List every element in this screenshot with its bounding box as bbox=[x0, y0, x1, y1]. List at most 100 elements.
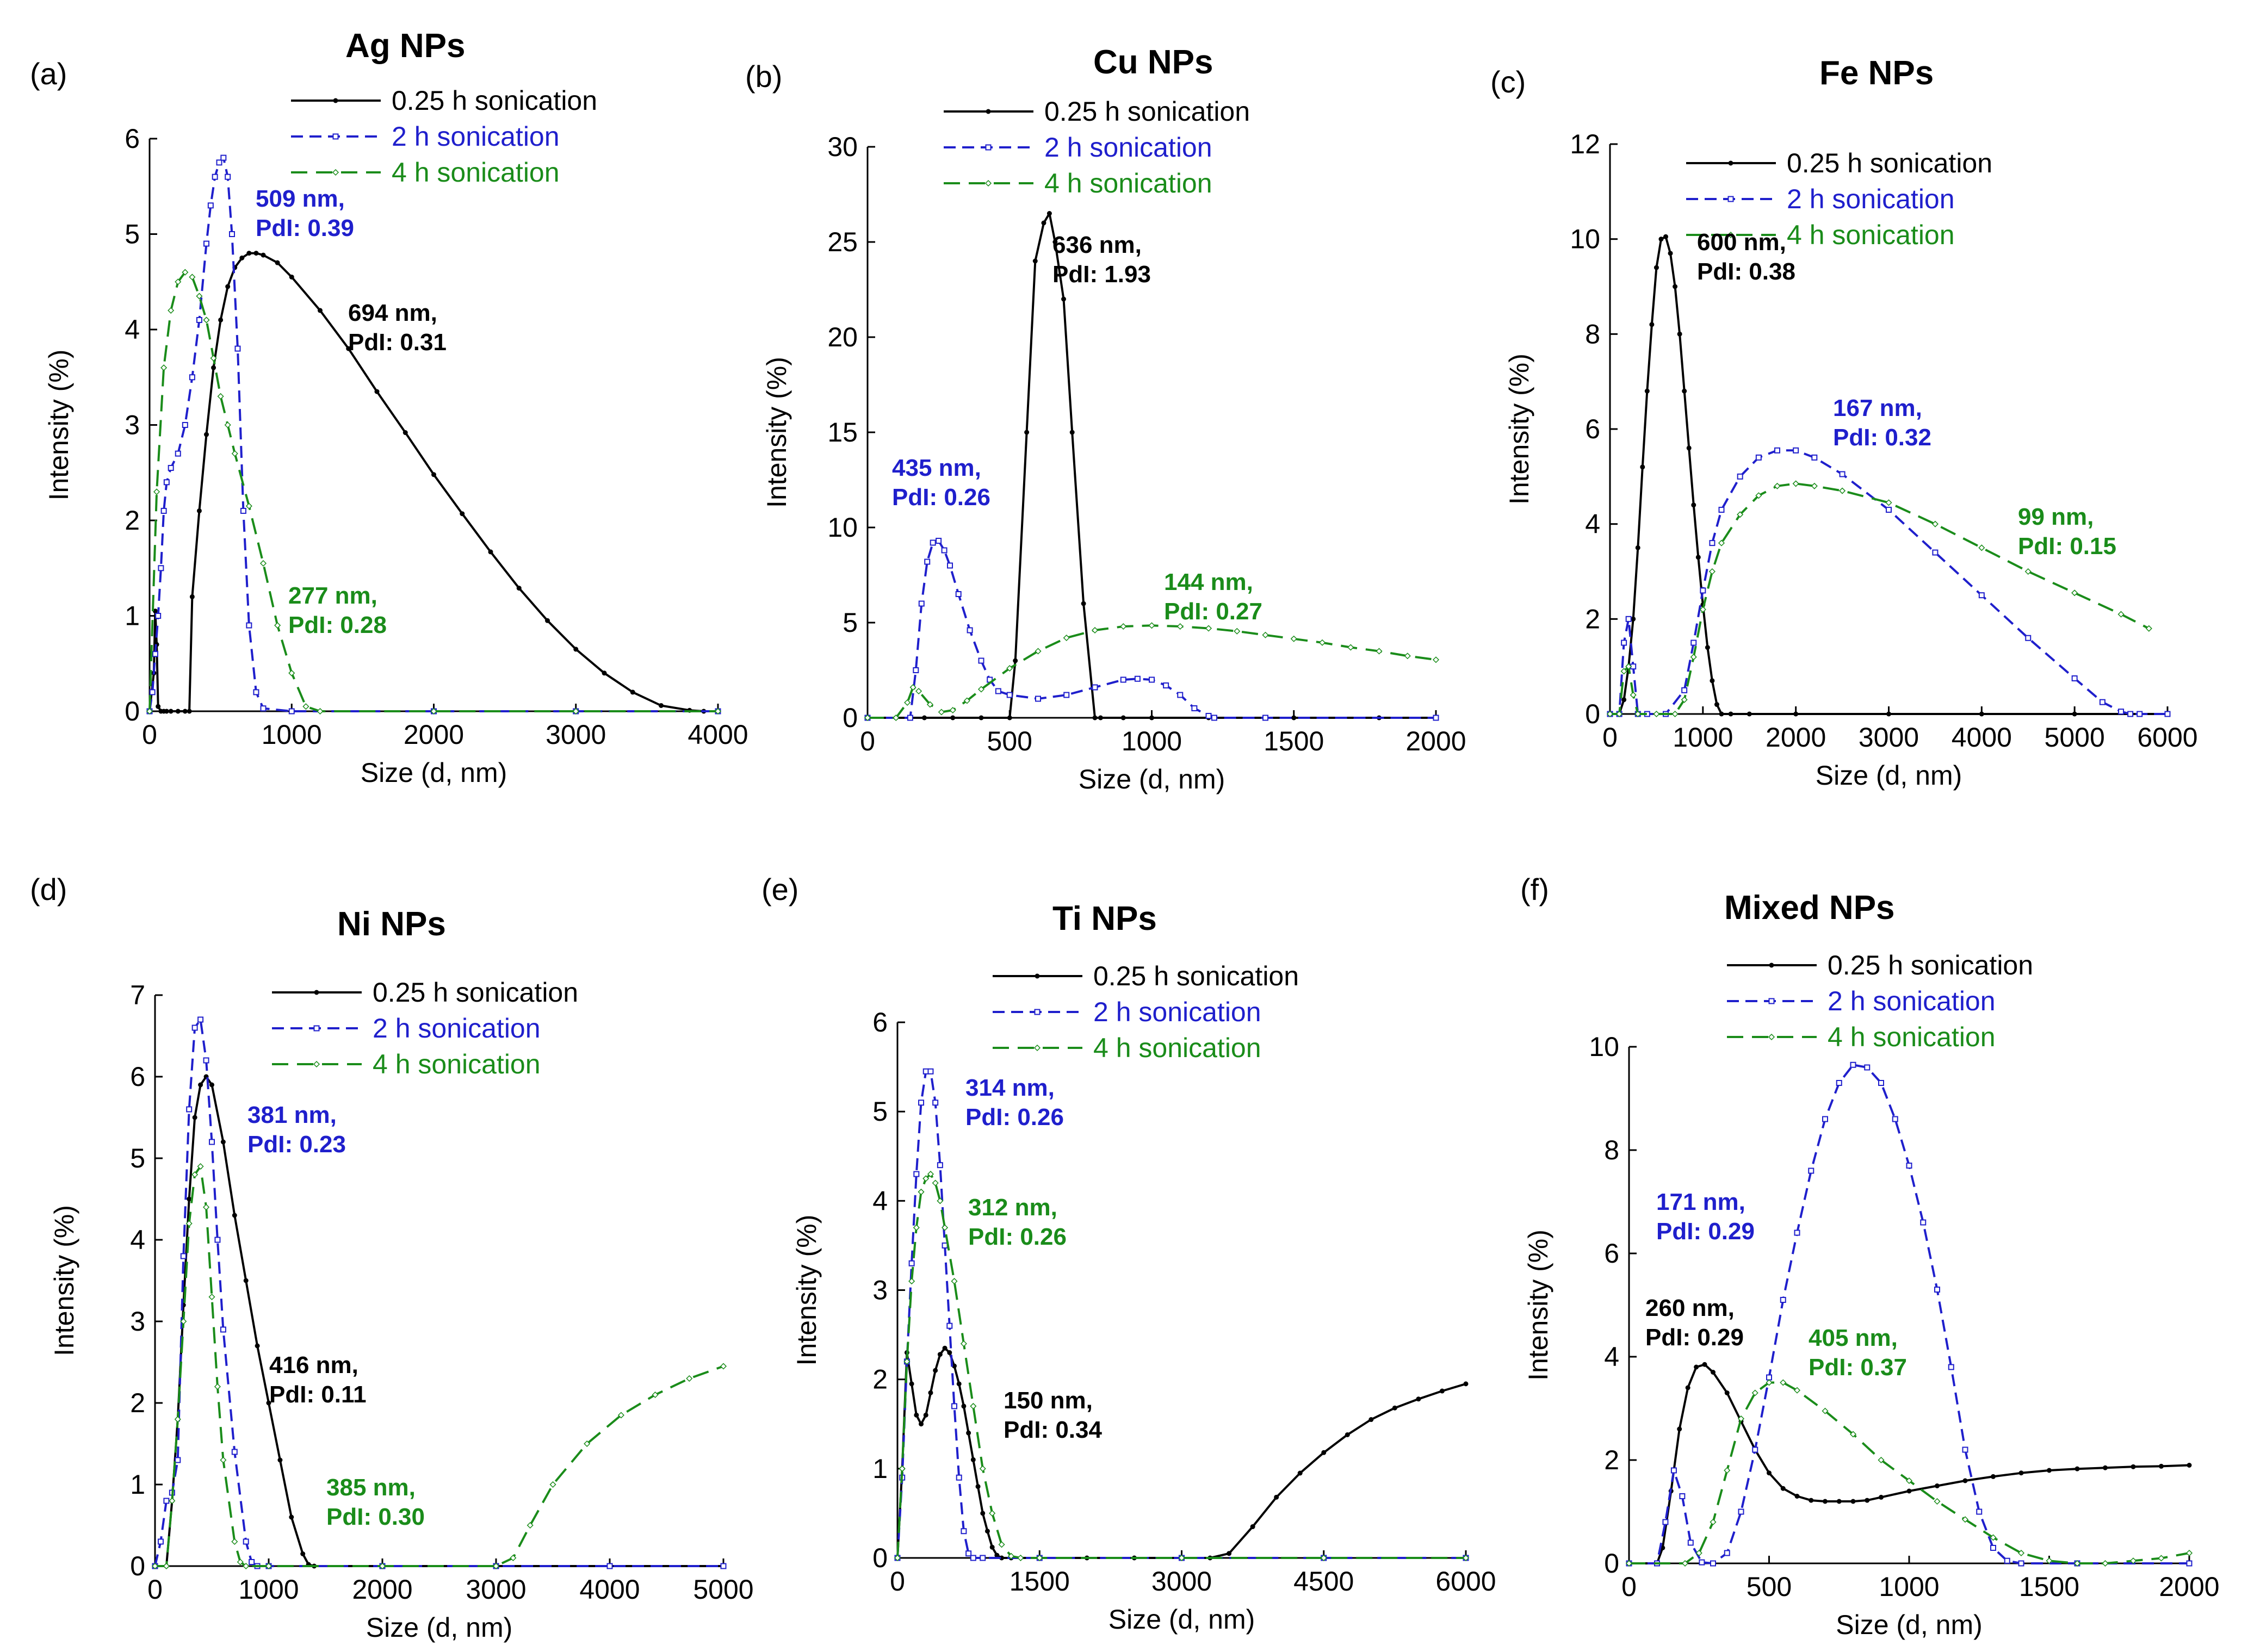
legend-marker bbox=[1727, 196, 1734, 202]
data-point bbox=[2118, 709, 2125, 715]
data-point bbox=[1177, 692, 1184, 698]
data-point bbox=[1634, 710, 1642, 718]
data-point bbox=[1416, 1396, 1421, 1402]
series-line bbox=[1629, 1064, 2189, 1564]
data-point bbox=[346, 346, 351, 351]
x-tick-label: 1000 bbox=[1122, 726, 1182, 756]
data-point bbox=[977, 686, 985, 693]
data-point bbox=[2131, 1464, 2136, 1469]
y-tick-label: 5 bbox=[843, 607, 858, 638]
annotation-text: PdI: 0.34 bbox=[1004, 1417, 1102, 1443]
data-point bbox=[2103, 1465, 2108, 1470]
data-point bbox=[946, 1322, 953, 1329]
data-point bbox=[1621, 697, 1627, 703]
x-tick-label: 1500 bbox=[1010, 1566, 1070, 1597]
x-tick-label: 4000 bbox=[1952, 722, 2012, 753]
data-point bbox=[1297, 1470, 1303, 1476]
data-point bbox=[220, 1456, 227, 1464]
annotation-text: PdI: 0.31 bbox=[348, 329, 447, 356]
data-point bbox=[2136, 711, 2143, 717]
annotation-text: 416 nm, bbox=[269, 1352, 358, 1378]
legend-marker bbox=[314, 990, 319, 995]
data-point bbox=[922, 1068, 929, 1075]
data-point bbox=[516, 586, 522, 591]
data-point bbox=[1774, 482, 1781, 489]
x-tick-label: 0 bbox=[860, 726, 875, 756]
data-point bbox=[1321, 1450, 1327, 1455]
data-point bbox=[1794, 1229, 1800, 1236]
axis-line bbox=[154, 995, 723, 1567]
x-tick-label: 1000 bbox=[1879, 1572, 1939, 1602]
annotation-text: PdI: 0.28 bbox=[288, 612, 387, 638]
data-point bbox=[894, 1554, 901, 1562]
data-point bbox=[146, 707, 153, 715]
chart-title: Ni NPs bbox=[337, 905, 446, 943]
data-point bbox=[1625, 616, 1632, 622]
data-point bbox=[231, 1449, 238, 1455]
data-point bbox=[1006, 664, 1013, 672]
data-point bbox=[999, 1555, 1005, 1561]
data-point bbox=[1962, 1446, 1968, 1453]
annotation-text: PdI: 0.26 bbox=[965, 1104, 1064, 1131]
data-point bbox=[975, 1484, 981, 1489]
chart-panel: (c) Fe NPs 0 2 4 6 8 10 12 0 1000 2000 3000 4000 5000 6… bbox=[1490, 54, 2198, 791]
data-point bbox=[175, 450, 181, 457]
data-point bbox=[949, 706, 956, 714]
axis-line bbox=[866, 147, 1436, 719]
data-point bbox=[1017, 1554, 1024, 1562]
legend-marker bbox=[313, 1025, 320, 1032]
data-point bbox=[175, 709, 181, 714]
data-point bbox=[1120, 676, 1126, 683]
data-point bbox=[1774, 447, 1780, 454]
data-point bbox=[1751, 1389, 1758, 1396]
data-point bbox=[930, 539, 936, 546]
y-axis-label: Intensity (%) bbox=[1523, 1229, 1553, 1381]
y-tick-label: 3 bbox=[872, 1275, 888, 1306]
y-tick-label: 10 bbox=[1570, 224, 1600, 254]
data-point bbox=[2017, 1549, 2025, 1557]
data-point bbox=[2159, 1463, 2164, 1469]
legend-label: 2 h sonication bbox=[1787, 184, 1955, 214]
data-point bbox=[1962, 1478, 1968, 1483]
data-point bbox=[2074, 1466, 2080, 1471]
data-point bbox=[2025, 635, 2032, 641]
data-point bbox=[927, 1171, 934, 1178]
data-point bbox=[1737, 1415, 1745, 1423]
data-point bbox=[1695, 1549, 1702, 1557]
data-point bbox=[189, 274, 196, 281]
data-point bbox=[909, 684, 916, 691]
series-line bbox=[148, 157, 718, 712]
data-point bbox=[203, 240, 209, 247]
data-point bbox=[1724, 1550, 1730, 1556]
data-point bbox=[1668, 251, 1673, 256]
data-point bbox=[1710, 678, 1715, 684]
legend-marker bbox=[1035, 973, 1040, 979]
data-point bbox=[1836, 1499, 1842, 1504]
data-point bbox=[720, 1563, 727, 1569]
data-point bbox=[1176, 623, 1184, 630]
chart-title: Cu NPs bbox=[1093, 44, 1213, 81]
data-point bbox=[918, 1100, 925, 1106]
data-point bbox=[907, 715, 913, 721]
data-point bbox=[231, 450, 238, 457]
annotation-text: 694 nm, bbox=[348, 300, 437, 326]
data-point bbox=[1211, 715, 1217, 721]
annotation-text: PdI: 0.26 bbox=[968, 1224, 1067, 1250]
data-point bbox=[191, 1171, 199, 1178]
data-point bbox=[246, 251, 252, 256]
data-point bbox=[1714, 702, 1719, 707]
panel-letter: (c) bbox=[1490, 65, 1526, 99]
data-point bbox=[1092, 715, 1098, 721]
y-axis-label: Intensity (%) bbox=[791, 1215, 822, 1366]
data-point bbox=[928, 1390, 933, 1395]
annotation-text: 381 nm, bbox=[247, 1102, 337, 1128]
data-point bbox=[1752, 1446, 1758, 1453]
data-point bbox=[2018, 1560, 2024, 1567]
data-point bbox=[1006, 692, 1013, 698]
data-point bbox=[1836, 1080, 1842, 1086]
data-point bbox=[164, 709, 169, 714]
data-point bbox=[1149, 676, 1155, 683]
legend-marker bbox=[1034, 1009, 1041, 1015]
data-point bbox=[914, 1412, 919, 1418]
data-point bbox=[1463, 1381, 1469, 1387]
